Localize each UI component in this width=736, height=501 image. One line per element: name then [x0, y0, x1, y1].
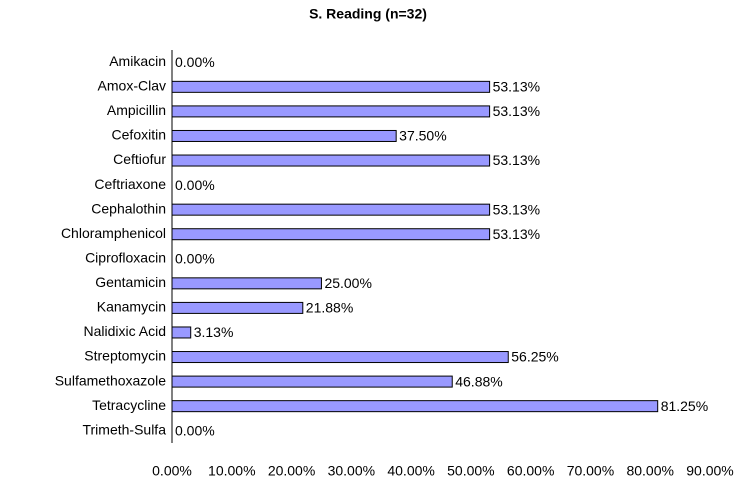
y-tick-label: Ciprofloxacin — [85, 249, 166, 265]
y-tick-label: Trimeth-Sulfa — [82, 421, 166, 437]
value-label: 21.88% — [306, 300, 353, 316]
x-tick-label: 20.00% — [268, 463, 315, 479]
y-tick-label: Cephalothin — [91, 200, 166, 216]
x-tick-label: 90.00% — [686, 463, 733, 479]
value-label: 53.13% — [493, 226, 540, 242]
bar — [171, 351, 509, 364]
value-label: 37.50% — [399, 128, 446, 144]
value-label: 0.00% — [175, 177, 215, 193]
bar — [171, 129, 397, 142]
bar — [171, 277, 322, 290]
y-tick-label: Amikacin — [109, 53, 166, 69]
value-label: 56.25% — [511, 349, 558, 365]
bar — [171, 400, 659, 413]
x-tick-label: 80.00% — [626, 463, 673, 479]
y-tick-label: Nalidixic Acid — [84, 323, 166, 339]
bar — [171, 154, 491, 167]
y-tick-label: Ampicillin — [107, 102, 166, 118]
value-label: 25.00% — [324, 275, 371, 291]
value-label: 53.13% — [493, 201, 540, 217]
value-label: 46.88% — [455, 373, 502, 389]
bar — [171, 326, 192, 339]
x-tick-label: 50.00% — [447, 463, 494, 479]
y-tick-label: Chloramphenicol — [61, 225, 166, 241]
value-label: 53.13% — [493, 79, 540, 95]
value-label: 53.13% — [493, 152, 540, 168]
y-tick-label: Ceftiofur — [113, 151, 166, 167]
chart-title: S. Reading (n=32) — [309, 6, 427, 22]
value-label: 3.13% — [194, 324, 234, 340]
y-tick-label: Kanamycin — [97, 299, 166, 315]
value-label: 0.00% — [175, 422, 215, 438]
y-tick-label: Ceftriaxone — [94, 176, 166, 192]
y-tick-label: Sulfamethoxazole — [55, 372, 167, 388]
value-label: 81.25% — [661, 398, 708, 414]
x-tick-label: 70.00% — [567, 463, 614, 479]
bar — [171, 301, 304, 314]
y-tick-label: Cefoxitin — [112, 127, 166, 143]
y-tick-label: Amox-Clav — [98, 78, 166, 94]
value-label: 0.00% — [175, 250, 215, 266]
bar — [171, 203, 491, 216]
value-label: 53.13% — [493, 103, 540, 119]
bar — [171, 375, 453, 388]
y-tick-label: Streptomycin — [84, 348, 166, 364]
y-tick-label: Gentamicin — [95, 274, 166, 290]
bar — [171, 105, 491, 118]
bar — [171, 228, 491, 241]
value-label: 0.00% — [175, 54, 215, 70]
x-tick-label: 10.00% — [208, 463, 255, 479]
x-tick-label: 40.00% — [387, 463, 434, 479]
x-tick-label: 30.00% — [328, 463, 375, 479]
bar — [171, 80, 491, 93]
x-tick-label: 60.00% — [507, 463, 554, 479]
x-tick-label: 0.00% — [152, 463, 192, 479]
y-tick-label: Tetracycline — [92, 397, 166, 413]
